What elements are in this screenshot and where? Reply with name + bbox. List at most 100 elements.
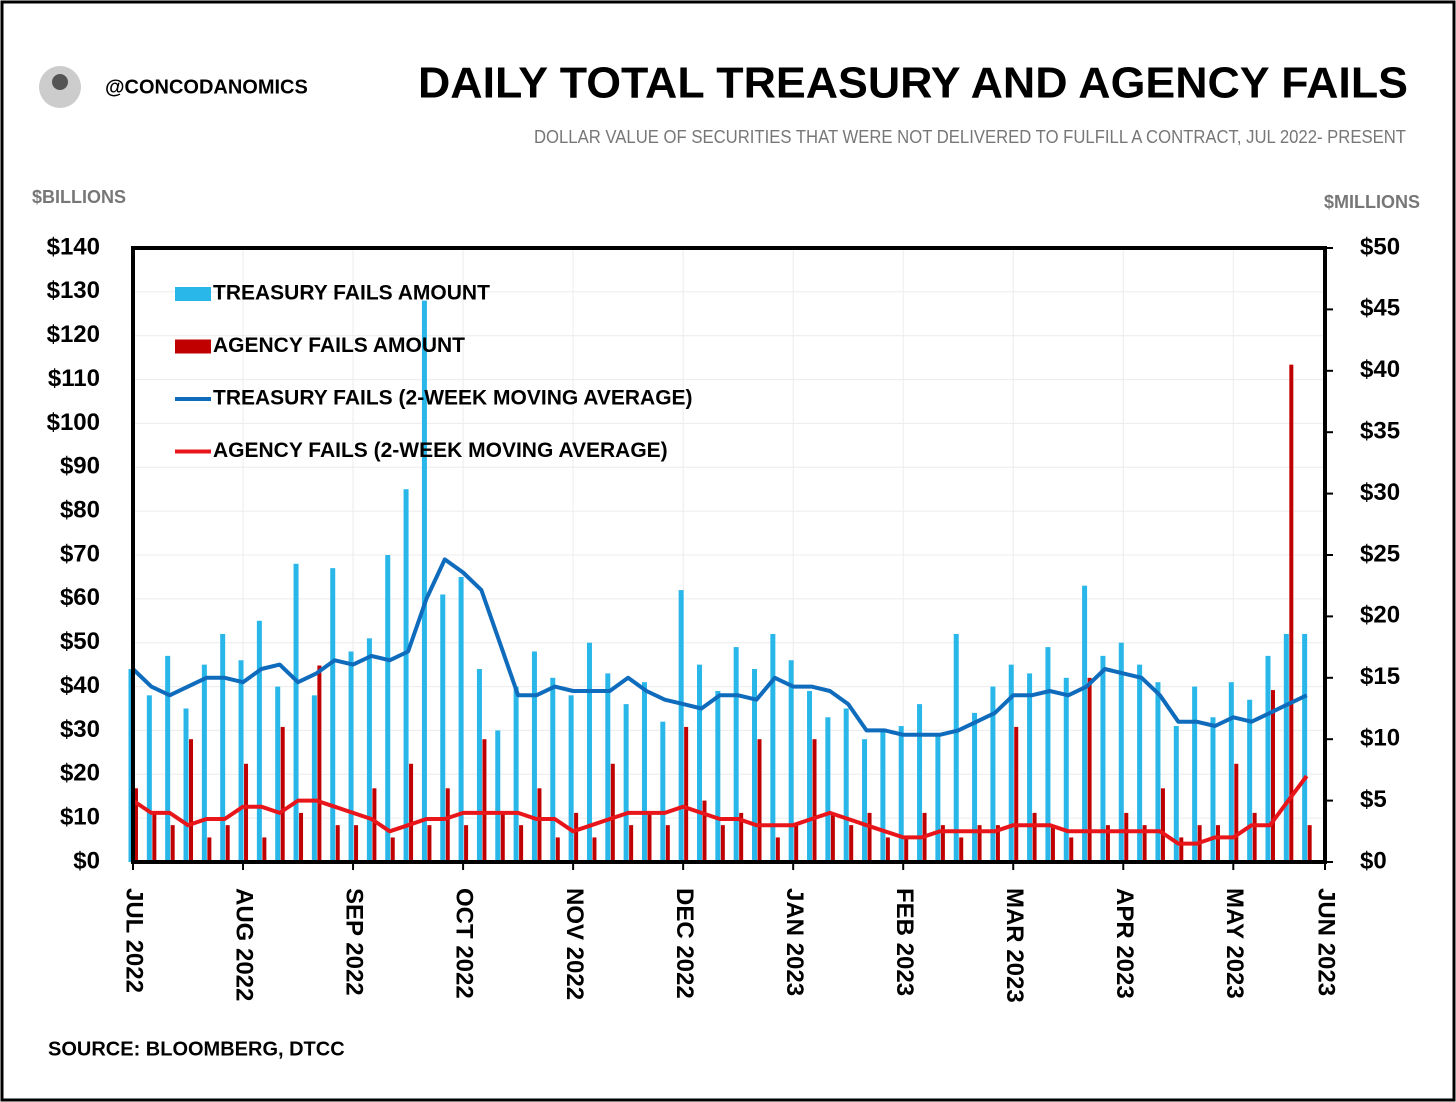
x-tick-label: OCT 2022 (451, 888, 478, 999)
bar (867, 812, 872, 862)
bar (1027, 673, 1033, 862)
bar (1173, 726, 1179, 862)
bar (959, 837, 964, 862)
bar (972, 712, 978, 862)
y-tick-label: $70 (60, 540, 100, 567)
y2-tick-label: $25 (1360, 540, 1400, 567)
legend-label: TREASURY FAILS (2-WEEK MOVING AVERAGE) (213, 387, 693, 410)
bar (555, 837, 560, 862)
bar (1234, 763, 1239, 862)
bar (995, 825, 1000, 862)
bar (482, 739, 487, 862)
y2-tick-label: $40 (1360, 356, 1400, 383)
x-tick-label: JUL 2022 (121, 888, 148, 993)
y2-axis-label: $MILLIONS (1324, 192, 1420, 212)
x-tick-label: MAY 2023 (1221, 888, 1248, 999)
bar (990, 686, 996, 862)
bar (1252, 812, 1257, 862)
bar (1265, 655, 1271, 862)
x-tick-label: FEB 2023 (891, 888, 918, 996)
bar (702, 800, 707, 862)
bar (225, 825, 230, 862)
y-axis-label: $BILLIONS (32, 187, 126, 207)
legend-label: AGENCY FAILS (2-WEEK MOVING AVERAGE) (213, 439, 668, 462)
bar (660, 721, 666, 862)
y2-tick-label: $45 (1360, 295, 1400, 322)
legend-swatch (175, 339, 211, 354)
bar (1289, 364, 1294, 862)
bar (610, 763, 615, 862)
bar (1192, 686, 1198, 862)
bar (953, 633, 959, 862)
bar (757, 739, 762, 862)
handle: @CONCODANOMICS (105, 76, 308, 98)
bar (372, 788, 377, 862)
y2-tick-label: $30 (1360, 479, 1400, 506)
bar (427, 825, 432, 862)
y-tick-label: $110 (48, 365, 100, 392)
bar (1032, 812, 1037, 862)
y-tick-label: $60 (60, 584, 100, 611)
bar (183, 708, 189, 862)
bar (880, 730, 886, 862)
x-tick-label: SEP 2022 (341, 888, 368, 996)
bar (1045, 647, 1051, 862)
bar (335, 825, 340, 862)
y-tick-label: $90 (60, 453, 100, 480)
bar (733, 647, 739, 862)
x-tick-label: APR 2023 (1111, 888, 1138, 999)
bar (165, 655, 171, 862)
bar (715, 690, 721, 862)
bar (1069, 837, 1074, 862)
bar (739, 812, 744, 862)
bar (385, 555, 391, 862)
bar (862, 739, 868, 862)
bar (476, 669, 482, 862)
bar (299, 812, 304, 862)
bar (519, 825, 524, 862)
x-tick-label: DEC 2022 (671, 888, 698, 999)
bar (311, 695, 317, 862)
x-tick-label: NOV 2022 (561, 888, 588, 1000)
bar (1050, 825, 1055, 862)
bar (904, 837, 909, 862)
bar (592, 837, 597, 862)
bar (574, 812, 579, 862)
x-tick-label: AUG 2022 (231, 888, 258, 1001)
y-tick-label: $10 (60, 803, 100, 830)
y2-tick-label: $50 (1360, 233, 1400, 260)
bar (146, 695, 152, 862)
bar (1247, 699, 1253, 862)
bar (293, 563, 299, 862)
bar (1087, 677, 1092, 862)
bar (807, 690, 813, 862)
bar (977, 825, 982, 862)
bar (605, 673, 611, 862)
bar (500, 812, 505, 862)
bar (917, 704, 923, 862)
bar (770, 633, 776, 862)
bar (317, 665, 322, 862)
bar (1215, 825, 1220, 862)
bar (262, 837, 267, 862)
bar (366, 638, 372, 862)
bar (641, 682, 647, 862)
bar (330, 568, 336, 862)
bar (390, 837, 395, 862)
legend-label: AGENCY FAILS AMOUNT (213, 334, 465, 357)
bar (220, 633, 226, 862)
bar (531, 651, 537, 862)
y-tick-label: $80 (60, 496, 100, 523)
bar (440, 594, 446, 862)
bar (794, 825, 799, 862)
y2-tick-label: $20 (1360, 602, 1400, 629)
bar (1124, 812, 1129, 862)
bar (348, 651, 354, 862)
bar (1118, 642, 1124, 862)
bar (1137, 664, 1143, 862)
bar (678, 590, 684, 862)
bar (189, 739, 194, 862)
bar (1082, 585, 1088, 862)
source: SOURCE: BLOOMBERG, DTCC (48, 1038, 345, 1060)
